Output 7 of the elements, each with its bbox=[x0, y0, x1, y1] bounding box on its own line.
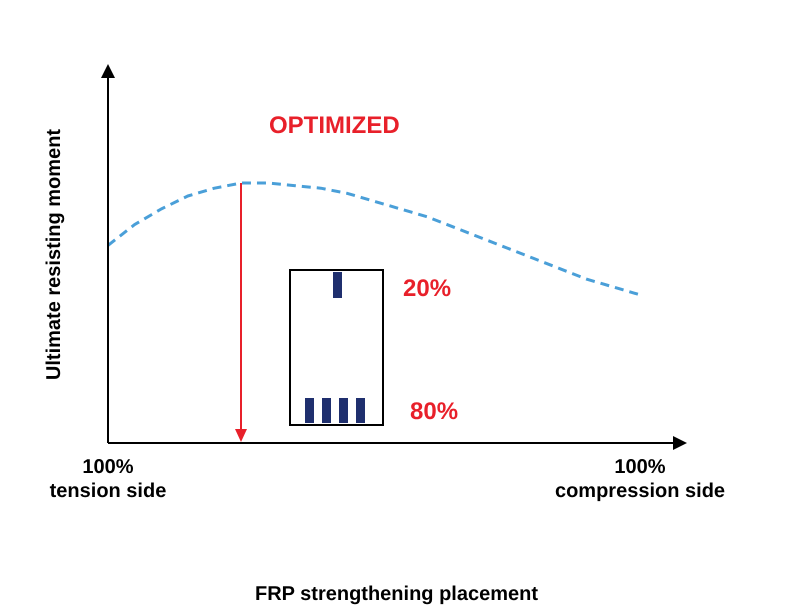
x-axis-title: FRP strengthening placement bbox=[254, 583, 538, 605]
x-tick-label: 100% tension side bbox=[50, 456, 166, 502]
x-tick-label: 100% compression side bbox=[554, 456, 726, 502]
text: OPTIMIZED bbox=[269, 112, 400, 139]
annotation: 20% bbox=[403, 275, 452, 302]
annotation: 80% bbox=[410, 398, 458, 425]
y-axis-title: Ultimate resisting moment bbox=[43, 128, 66, 380]
